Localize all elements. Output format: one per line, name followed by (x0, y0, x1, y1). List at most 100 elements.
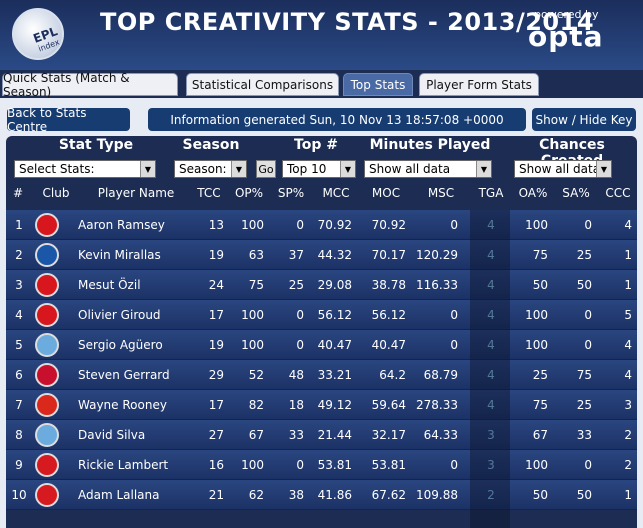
oa-cell: 75 (532, 398, 548, 412)
sp-cell: 0 (296, 338, 304, 352)
op-cell: 100 (241, 308, 264, 322)
ccc-cell: 4 (624, 368, 632, 382)
moc-cell: 53.81 (371, 458, 406, 472)
player-name-cell[interactable]: Steven Gerrard (78, 368, 170, 382)
table-row[interactable]: 9 Rickie Lambert 16 100 0 53.81 53.81 0 3 100 0 2 (6, 450, 637, 480)
oa-cell: 100 (525, 338, 548, 352)
table-row[interactable]: 7 Wayne Rooney 17 82 18 49.12 59.64 278.33 4 75 25… (6, 390, 637, 420)
go-button[interactable]: Go (256, 160, 276, 178)
sa-cell: 50 (576, 488, 592, 502)
tcc-cell: 24 (208, 278, 224, 292)
season-select[interactable]: Season: ▼ (174, 160, 247, 178)
tcc-cell: 13 (208, 218, 224, 232)
table-row[interactable]: 3 Mesut Özil 24 75 25 29.08 38.78 116.33 4 50 50 1 (6, 270, 637, 300)
club-badge-icon (35, 483, 59, 507)
chances-created-select[interactable]: Show all data ▼ (514, 160, 612, 178)
tcc-cell: 16 (208, 458, 224, 472)
table-row[interactable]: 8 David Silva 27 67 33 21.44 32.17 64.33 3 67 33 2 (6, 420, 637, 450)
sa-cell: 33 (576, 428, 592, 442)
moc-cell: 70.17 (371, 248, 406, 262)
player-name-cell[interactable]: Wayne Rooney (78, 398, 167, 412)
table-row[interactable]: 10 Adam Lallana 21 62 38 41.86 67.62 109.88 2 50 5… (6, 480, 637, 510)
table-row[interactable]: 2 Kevin Mirallas 19 63 37 44.32 70.17 120.29 4 75… (6, 240, 637, 270)
epl-index-logo[interactable]: EPL index (12, 8, 64, 60)
tab-statistical-comparisons[interactable]: Statistical Comparisons (186, 73, 339, 96)
moc-cell: 38.78 (371, 278, 406, 292)
tga-cell: 4 (487, 308, 495, 322)
tab-player-form-stats[interactable]: Player Form Stats (419, 73, 539, 96)
stats-table: Stat Type Season Top # Minutes Played Ch… (6, 136, 637, 528)
column-header-sa[interactable]: SA% (562, 186, 590, 200)
player-name-cell[interactable]: Rickie Lambert (78, 458, 169, 472)
mcc-cell: 21.44 (317, 428, 352, 442)
tga-cell: 4 (487, 248, 495, 262)
sa-cell: 0 (584, 308, 592, 322)
column-header-oa[interactable]: OA% (518, 186, 548, 200)
column-header-tga[interactable]: TGA (478, 186, 504, 200)
page-title: TOP CREATIVITY STATS - 2013/2014 (100, 8, 595, 36)
column-header-club[interactable]: Club (42, 186, 70, 200)
column-header-sp[interactable]: SP% (277, 186, 305, 200)
club-badge-icon (35, 453, 59, 477)
stat-type-select[interactable]: Select Stats: ▼ (14, 160, 156, 178)
column-header-moc[interactable]: MOC (371, 186, 401, 200)
oa-cell: 50 (532, 278, 548, 292)
club-badge-icon (35, 333, 59, 357)
player-name-cell[interactable]: Aaron Ramsey (78, 218, 165, 232)
player-name-cell[interactable]: Adam Lallana (78, 488, 160, 502)
rank-cell: 3 (15, 278, 23, 292)
ccc-cell: 4 (624, 218, 632, 232)
group-header-stat-type: Stat Type (58, 137, 134, 153)
back-to-stats-centre-button[interactable]: Back to Stats Centre (7, 106, 130, 134)
rank-cell: 4 (15, 308, 23, 322)
msc-cell: 0 (450, 308, 458, 322)
club-badge-icon (35, 303, 59, 327)
chevron-down-icon: ▼ (140, 161, 155, 177)
powered-by-label: powered by (534, 8, 599, 21)
msc-cell: 64.33 (423, 428, 458, 442)
column-header-ccc[interactable]: CCC (605, 186, 631, 200)
table-row[interactable]: 6 Steven Gerrard 29 52 48 33.21 64.2 68.79 4 25 75… (6, 360, 637, 390)
table-row[interactable]: 4 Olivier Giroud 17 100 0 56.12 56.12 0 4 100 0 5 (6, 300, 637, 330)
op-cell: 100 (241, 218, 264, 232)
tga-cell: 2 (487, 488, 495, 502)
column-header-mcc[interactable]: MCC (322, 186, 350, 200)
oa-cell: 100 (525, 458, 548, 472)
op-cell: 100 (241, 338, 264, 352)
tga-cell: 4 (487, 368, 495, 382)
player-name-cell[interactable]: Olivier Giroud (78, 308, 161, 322)
mcc-cell: 53.81 (317, 458, 352, 472)
player-name-cell[interactable]: Kevin Mirallas (78, 248, 161, 262)
season-select-value: Season: (179, 162, 227, 176)
mcc-cell: 29.08 (317, 278, 352, 292)
op-cell: 63 (248, 248, 264, 262)
tab-quick-stats[interactable]: Quick Stats (Match & Season) (2, 71, 178, 99)
sp-cell: 0 (296, 458, 304, 472)
minutes-played-select[interactable]: Show all data ▼ (364, 160, 492, 178)
column-header-msc[interactable]: MSC (427, 186, 455, 200)
mcc-cell: 49.12 (317, 398, 352, 412)
table-row[interactable]: 5 Sergio Agüero 19 100 0 40.47 40.47 0 4 100 0 4 (6, 330, 637, 360)
player-name-cell[interactable]: Sergio Agüero (78, 338, 163, 352)
player-name-cell[interactable]: Mesut Özil (78, 278, 141, 292)
oa-cell: 25 (532, 368, 548, 382)
msc-cell: 0 (450, 218, 458, 232)
chevron-down-icon: ▼ (340, 161, 355, 177)
club-badge-icon (35, 273, 59, 297)
column-header-player-name[interactable]: Player Name (97, 186, 175, 200)
tab-top-stats[interactable]: Top Stats (343, 73, 413, 96)
table-row[interactable]: 1 Aaron Ramsey 13 100 0 70.92 70.92 0 4 100 0 4 (6, 210, 637, 240)
column-header-op[interactable]: OP% (234, 186, 264, 200)
ccc-cell: 4 (624, 338, 632, 352)
column-header-rank[interactable]: # (12, 186, 24, 200)
tcc-cell: 19 (208, 338, 224, 352)
tcc-cell: 27 (208, 428, 224, 442)
ccc-cell: 1 (624, 488, 632, 502)
player-name-cell[interactable]: David Silva (78, 428, 146, 442)
top-number-select[interactable]: Top 10 ▼ (282, 160, 356, 178)
column-header-tcc[interactable]: TCC (197, 186, 221, 200)
show-hide-key-button[interactable]: Show / Hide Key (532, 108, 636, 131)
msc-cell: 116.33 (416, 278, 458, 292)
msc-cell: 120.29 (416, 248, 458, 262)
moc-cell: 64.2 (379, 368, 406, 382)
